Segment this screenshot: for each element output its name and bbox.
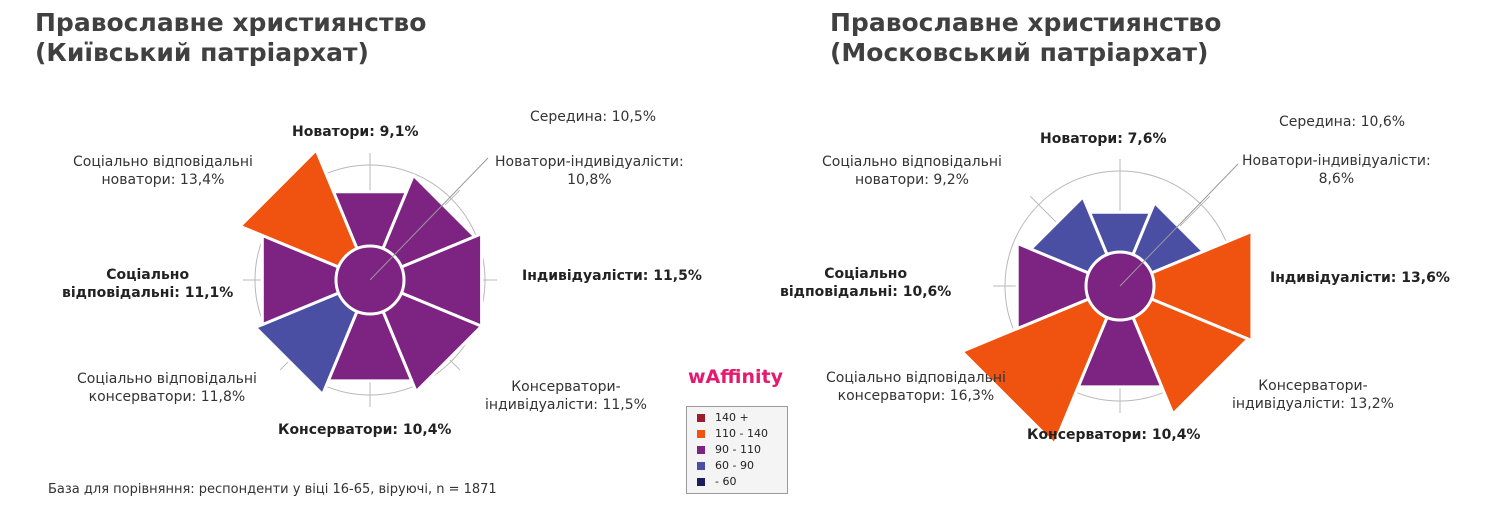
chart2-radar <box>960 159 1254 446</box>
chart1-label-soc-cons: Соціально відповідальні консерватори: 11… <box>77 370 257 406</box>
waffinity-brand: wAffinity <box>688 366 783 388</box>
legend-item: 60 - 90 <box>687 458 754 473</box>
chart2-label-innovators: Новатори: 7,6% <box>1040 131 1167 147</box>
chart1-label-innov-indiv-line1: Новатори-індивідуалісти: <box>495 154 684 170</box>
chart2-label-soc-innov-line2: новатори: 9,2% <box>854 172 969 188</box>
legend-swatch <box>697 413 705 422</box>
chart1-label-innov-indiv: Новатори-індивідуалісти: 10,8% <box>495 153 684 189</box>
legend-item: - 60 <box>687 474 736 489</box>
legend-item: 90 - 110 <box>687 442 761 457</box>
chart2-label-cons-indiv: Консерватори- індивідуалісти: 13,2% <box>1232 377 1394 413</box>
chart2-label-soc-resp-line2: відповідальні: 10,6% <box>780 284 952 300</box>
legend-item: 110 - 140 <box>687 426 768 441</box>
chart1-label-soc-cons-line1: Соціально відповідальні <box>77 371 257 387</box>
legend-swatch <box>697 477 705 486</box>
chart1-label-innov-indiv-line2: 10,8% <box>567 172 612 188</box>
center-leader-line <box>1119 163 1239 287</box>
chart1-label-individualists: Індивідуалісти: 11,5% <box>522 268 702 284</box>
chart1-label-soc-resp: Соціально відповідальні: 11,1% <box>62 266 233 302</box>
chart2-title: Православне християнство (Московський па… <box>830 8 1221 68</box>
chart1-title-line1: Православне християнство <box>35 8 427 37</box>
chart2-label-soc-cons-line1: Соціально відповідальні <box>826 370 1006 386</box>
chart1-label-center: Середина: 10,5% <box>530 109 657 125</box>
chart2-title-line1: Православне християнство <box>830 8 1222 37</box>
chart2-label-cons-indiv-line2: індивідуалісти: 13,2% <box>1232 396 1394 412</box>
chart2-label-soc-innov: Соціально відповідальні новатори: 9,2% <box>822 153 1002 189</box>
chart2-label-cons-indiv-line1: Консерватори- <box>1258 378 1368 394</box>
legend-label: - 60 <box>715 475 737 488</box>
chart1-label-cons-indiv: Консерватори- індивідуалісти: 11,5% <box>485 378 647 414</box>
center-leader-line <box>369 157 489 281</box>
chart1-label-cons-indiv-line1: Консерватори- <box>511 379 621 395</box>
footnote: База для порівняння: респонденти у віці … <box>48 482 497 497</box>
legend-swatch <box>697 445 705 454</box>
legend-swatch <box>697 429 705 438</box>
chart2-label-soc-resp-line1: Соціально <box>824 266 908 282</box>
chart1-label-conservatives: Консерватори: 10,4% <box>278 422 452 438</box>
chart2-label-innov-indiv-line1: Новатори-індивідуалісти: <box>1242 153 1431 169</box>
chart2-label-innov-indiv: Новатори-індивідуалісти: 8,6% <box>1242 152 1431 188</box>
chart1-title-line2: (Київський патріархат) <box>35 38 369 67</box>
chart1-radar <box>238 148 497 407</box>
legend-label: 140 + <box>715 411 749 424</box>
chart1-label-soc-resp-line1: Соціально <box>106 267 190 283</box>
chart1-label-soc-innov: Соціально відповідальні новатори: 13,4% <box>73 153 253 189</box>
legend-label: 90 - 110 <box>715 443 761 456</box>
chart2-label-soc-resp: Соціально відповідальні: 10,6% <box>780 265 951 301</box>
chart2-label-innov-indiv-line2: 8,6% <box>1318 171 1355 187</box>
chart2-label-individualists: Індивідуалісти: 13,6% <box>1270 270 1450 286</box>
chart2-label-center: Середина: 10,6% <box>1279 114 1406 130</box>
chart2-title-line2: (Московський патріархат) <box>830 38 1209 67</box>
color-legend: 140 + 110 - 140 90 - 110 60 - 90 - 60 <box>686 406 788 494</box>
legend-label: 60 - 90 <box>715 459 754 472</box>
chart2-label-soc-cons: Соціально відповідальні консерватори: 16… <box>826 369 1006 405</box>
chart1-label-innovators: Новатори: 9,1% <box>292 124 419 140</box>
chart1-label-soc-cons-line2: консерватори: 11,8% <box>88 389 246 405</box>
chart1-title: Православне християнство (Київський патр… <box>35 8 426 68</box>
segment-wedge <box>238 148 359 269</box>
legend-label: 110 - 140 <box>715 427 768 440</box>
chart2-label-soc-cons-line2: консерватори: 16,3% <box>837 388 995 404</box>
chart2-label-conservatives: Консерватори: 10,4% <box>1027 427 1201 443</box>
legend-item: 140 + <box>687 410 749 425</box>
chart1-label-soc-resp-line2: відповідальні: 11,1% <box>62 285 234 301</box>
legend-swatch <box>697 461 705 470</box>
chart1-label-soc-innov-line1: Соціально відповідальні <box>73 154 253 170</box>
chart2-label-soc-innov-line1: Соціально відповідальні <box>822 154 1002 170</box>
chart1-label-soc-innov-line2: новатори: 13,4% <box>101 172 225 188</box>
chart1-label-cons-indiv-line2: індивідуалісти: 11,5% <box>485 397 647 413</box>
